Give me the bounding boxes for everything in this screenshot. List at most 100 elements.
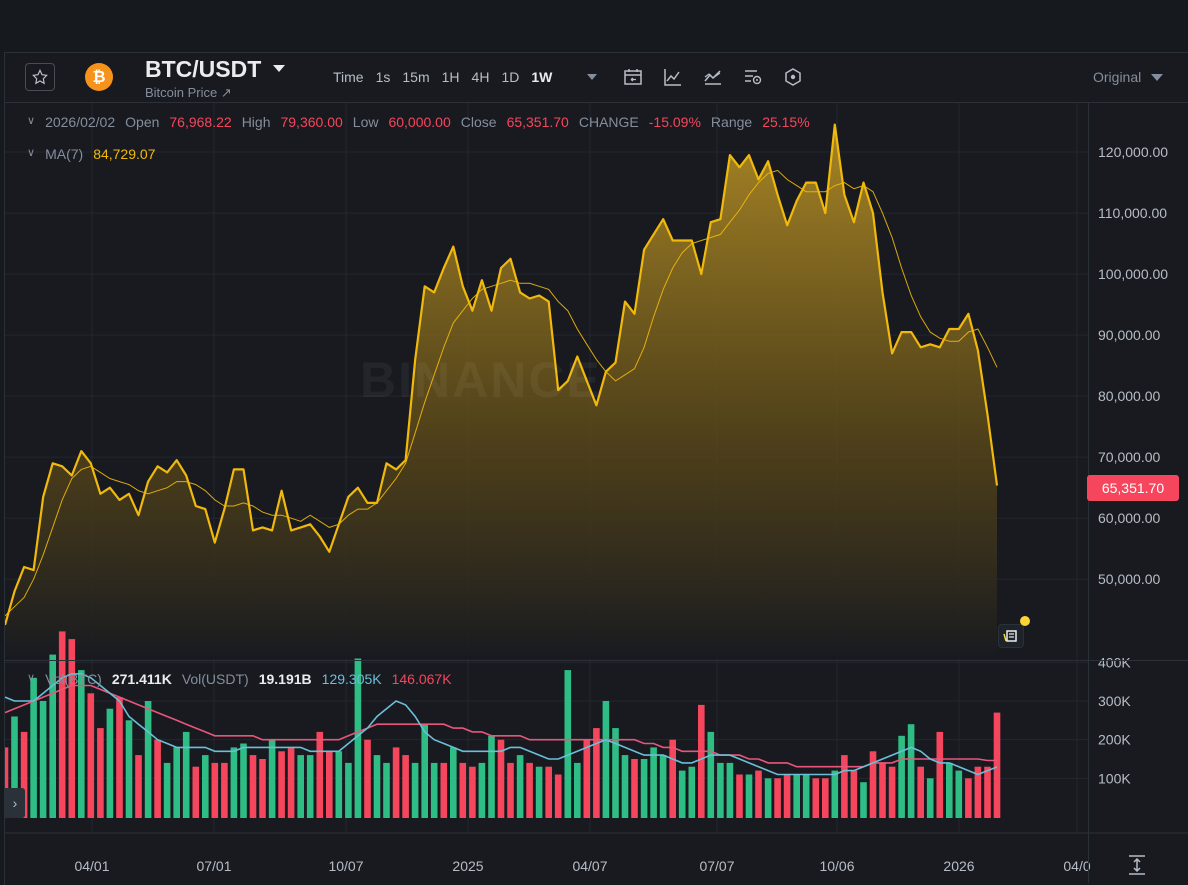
price-tick-label: 100,000.00 [1098,266,1168,282]
price-area-fill [5,124,997,660]
range-value: 25.15% [762,114,810,130]
time-tick-label: 2026 [943,858,974,874]
volume-bar [173,747,180,818]
volume-bar [736,774,743,818]
ma-legend: ∨ MA(7) 84,729.07 [27,146,155,162]
volume-bar [68,639,76,818]
tab-1h[interactable]: 1H [441,69,460,85]
volume-bar [879,762,886,818]
volume-bar [993,712,1001,818]
vol-ma1-value: 129.305K [321,671,382,687]
volume-bar [230,747,238,818]
volume-bar [755,770,762,818]
volume-bar [430,762,438,818]
volume-bar [917,766,924,818]
price-tick-label: 120,000.00 [1098,144,1168,160]
tab-4h[interactable]: 4H [471,69,490,85]
volume-bar [354,658,362,818]
price-tick-label: 60,000.00 [1098,510,1160,526]
low-label: Low [352,114,379,130]
volume-tick-label: 300K [1098,693,1131,709]
volume-bar [125,720,133,818]
volume-bar [974,766,982,818]
ma-collapse-icon[interactable]: ∨ [27,147,36,159]
open-label: Open [125,114,160,130]
pane-divider[interactable] [5,660,1188,661]
ohlc-date: 2026/02/02 [45,114,116,130]
volume-bar [612,728,619,818]
volume-bar [306,755,314,818]
tab-1w[interactable]: 1W [531,69,553,85]
hexagon-icon[interactable] [783,67,803,87]
volume-bar [659,755,667,818]
volume-bar [507,762,514,818]
expand-sidebar-button[interactable]: › [5,788,25,818]
current-price-tag: 65,351.70 [1087,475,1179,501]
volume-bar [564,670,572,818]
calendar-replay-icon[interactable] [623,67,643,87]
volume-bar [869,751,877,818]
legend-collapse-icon[interactable]: ∨ [27,115,36,127]
volume-bar [383,762,390,818]
volume-bar [440,762,448,818]
volume-bar [793,774,800,818]
pair-dropdown-icon[interactable] [273,65,285,72]
volume-bar [335,751,343,818]
volume-bar [707,731,715,818]
volume-legend: ∨ Vol(BTC) 271.411K Vol(USDT) 19.191B 12… [27,671,452,687]
volume-bar [411,762,419,818]
volume-bar [831,770,839,818]
time-tick-label: 04/01 [74,858,109,874]
volume-bar [535,766,543,818]
volume-bar [259,759,266,818]
volume-bar [783,774,791,818]
volume-bar [192,766,200,818]
tab-1s[interactable]: 1s [375,69,391,85]
volume-bar [631,759,638,818]
volume-bar [78,670,85,818]
volume-bar [154,739,161,818]
range-label: Range [710,114,753,130]
volume-bar [764,778,772,818]
notification-dot [1020,616,1030,626]
volume-bar [421,724,428,818]
tab-15m[interactable]: 15m [402,69,430,85]
time-tick-label: 10/07 [328,858,363,874]
volume-bar [516,755,524,818]
vertical-expand-icon[interactable] [1125,853,1149,877]
favorite-button[interactable] [25,63,55,91]
pair-selector[interactable]: BTC/USDT [145,56,262,82]
top-gap [0,0,1188,52]
volume-bar [5,747,9,818]
volume-bar [20,731,28,818]
volume-bar [812,778,820,818]
chevron-down-icon[interactable] [587,74,597,80]
vol-btc-value: 271.411K [111,671,172,687]
volume-bar [574,762,581,818]
settings-icon[interactable] [743,67,763,87]
tab-1d[interactable]: 1D [501,69,520,85]
bitcoin-icon: ₿ [85,63,113,91]
time-tick-label: 10/06 [819,858,854,874]
tab-time[interactable]: Time [333,69,364,85]
time-tick-label: 07/01 [196,858,231,874]
volume-bar [221,762,228,818]
indicator-icon[interactable] [663,67,683,87]
volume-bar [650,747,657,818]
chart-type-icon[interactable] [703,67,723,87]
ohlc-legend: ∨ 2026/02/02 Open 76,968.22 High 79,360.… [27,114,810,130]
price-type-select[interactable]: Original [1093,69,1142,85]
volume-collapse-icon[interactable]: ∨ [27,672,36,684]
pair-subtitle-link[interactable]: Bitcoin Price ↗ [145,85,232,100]
volume-bar [135,755,142,818]
time-tick-label: 2025 [452,858,483,874]
volume-bar [946,762,953,818]
price-chart[interactable]: 120,000.00 110,000.00 100,000.00 90,000.00 8… [5,53,1188,885]
price-type-chevron-icon[interactable] [1151,74,1163,81]
change-value: -15.09% [648,114,701,130]
volume-bar [450,747,457,818]
note-button[interactable] [998,624,1024,648]
volume-bar [669,739,676,818]
time-tick-label: 04/0 [1063,858,1090,874]
volume-bar [888,766,896,818]
